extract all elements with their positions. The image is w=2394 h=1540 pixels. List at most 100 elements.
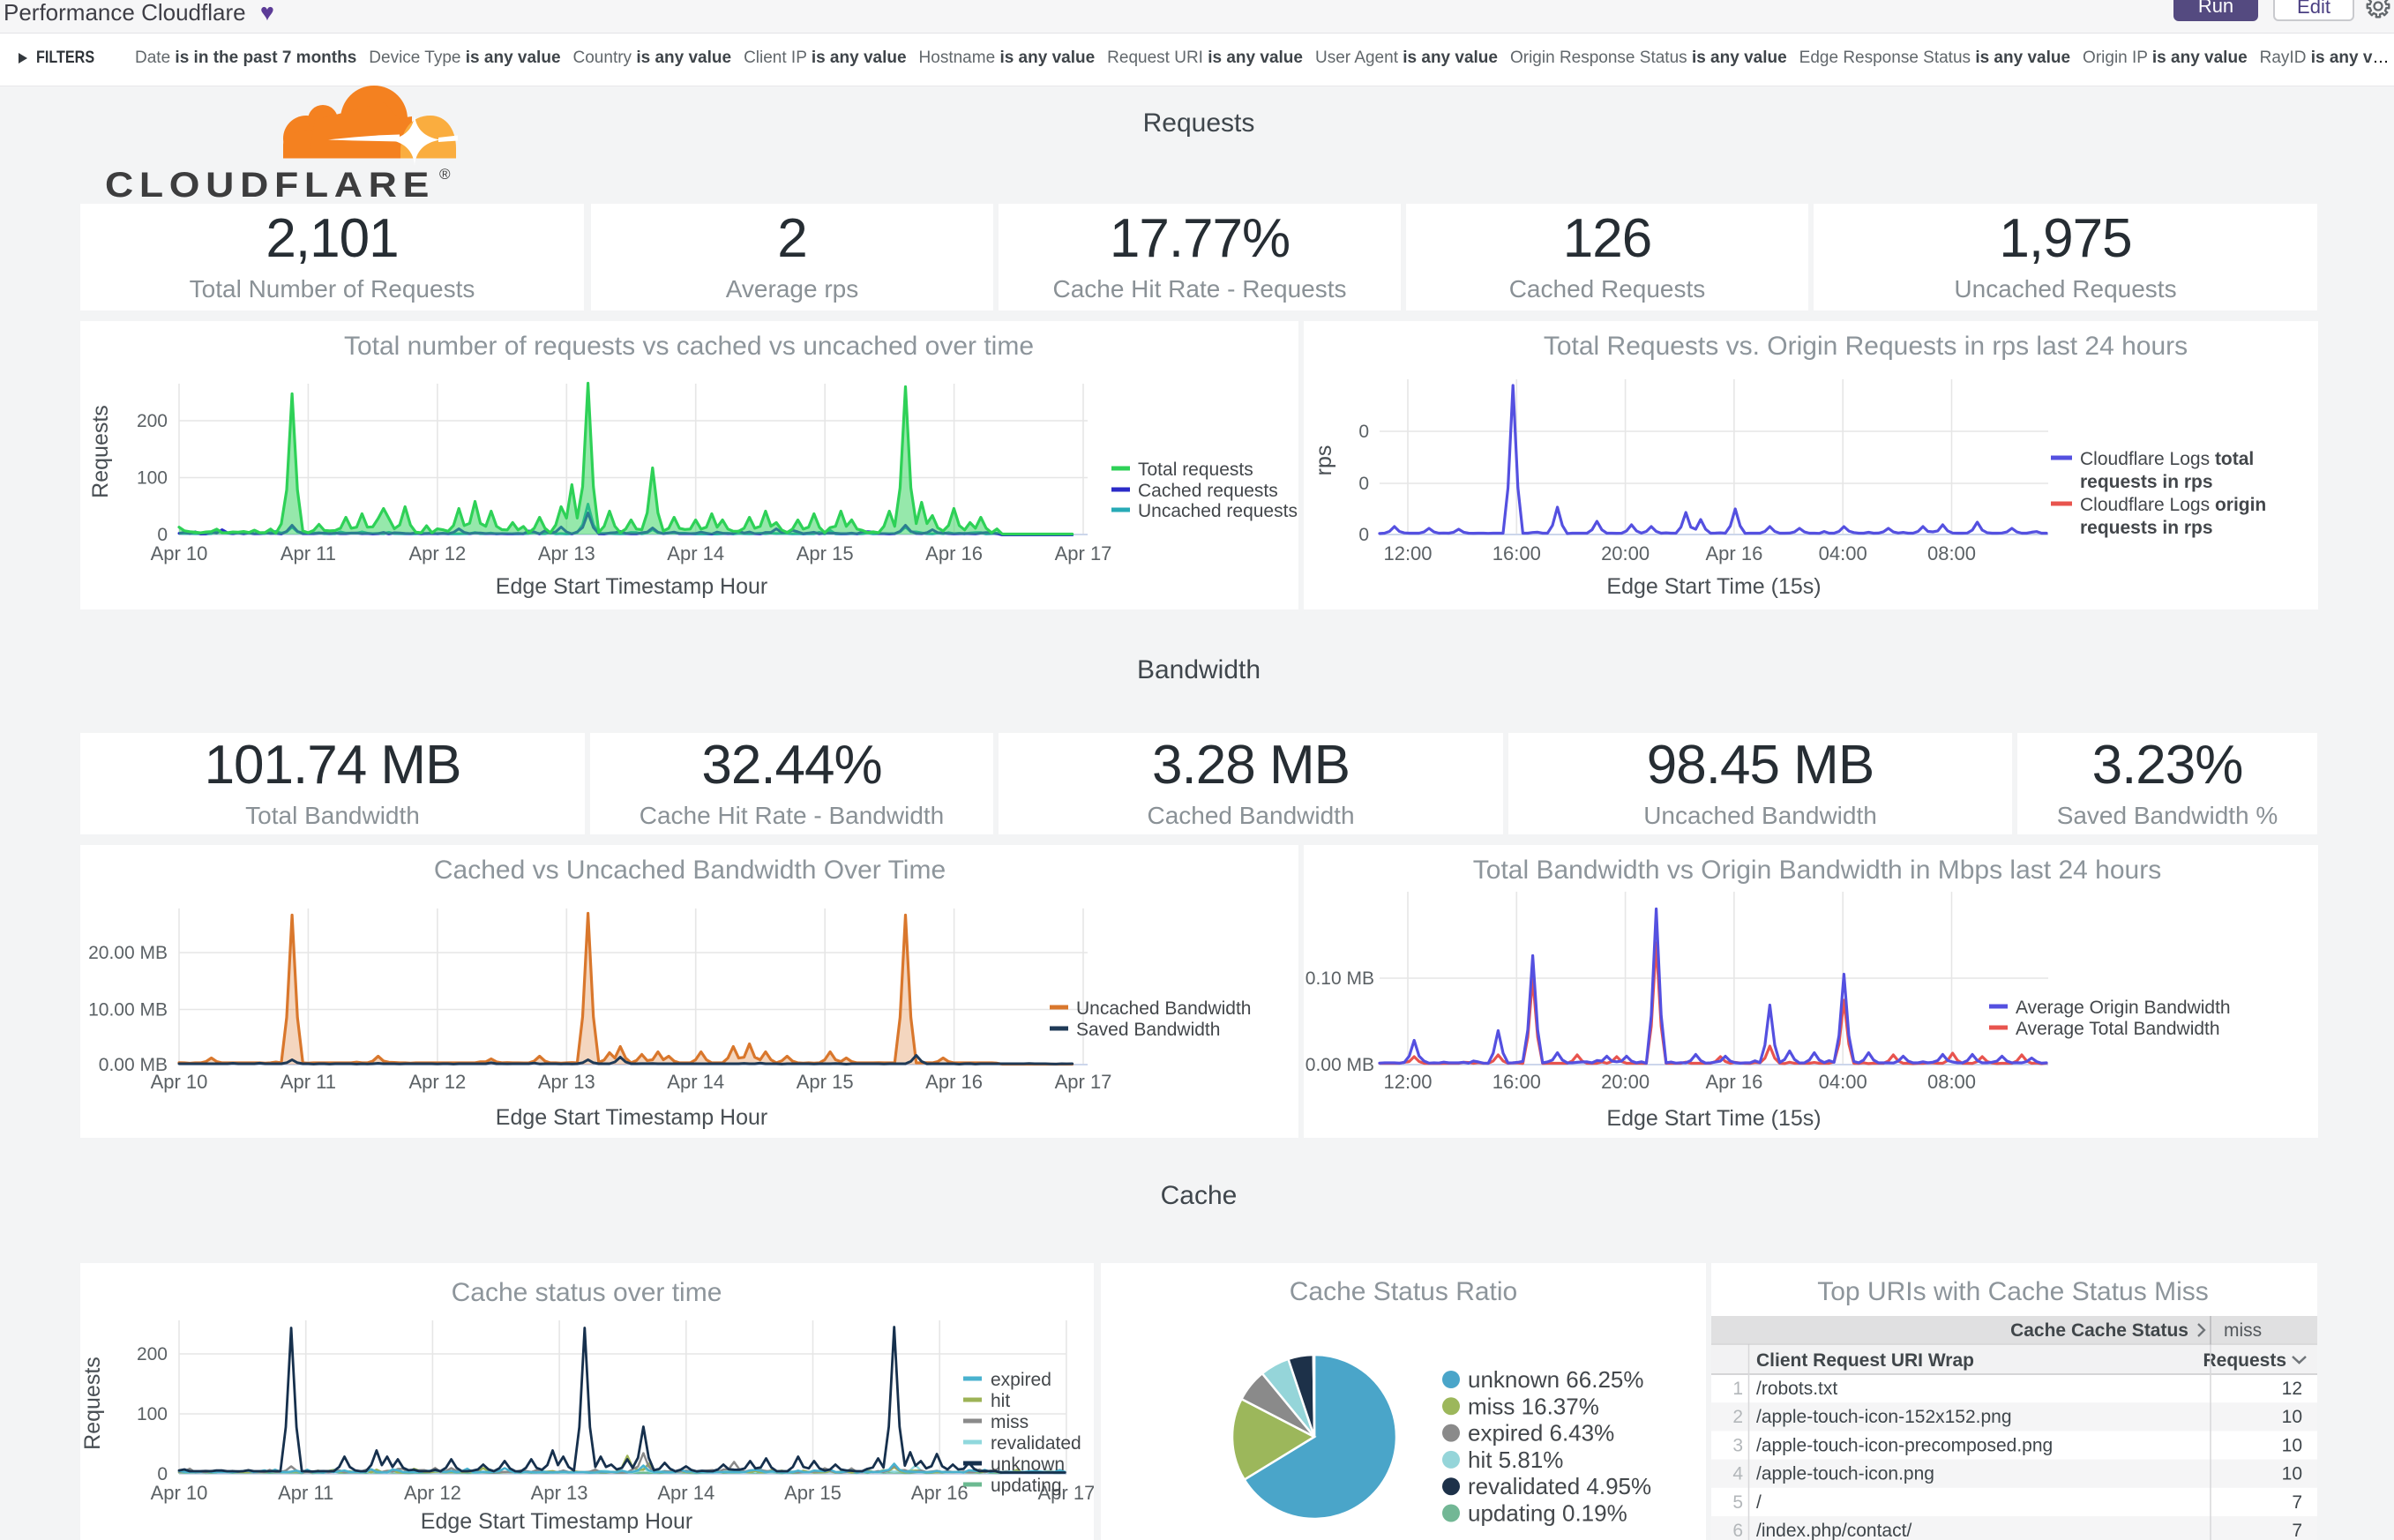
- svg-text:0: 0: [157, 525, 168, 545]
- svg-text:2: 2: [1732, 1407, 1743, 1427]
- svg-text:Edge Start Time (15s): Edge Start Time (15s): [1606, 1106, 1821, 1131]
- svg-text:requests in rps: requests in rps: [2080, 472, 2213, 492]
- svg-text:0.00 MB: 0.00 MB: [1305, 1055, 1374, 1075]
- svg-text:08:00: 08:00: [1927, 542, 1976, 564]
- svg-text:Cache status over time: Cache status over time: [452, 1278, 722, 1307]
- svg-text:7: 7: [2292, 1521, 2302, 1540]
- svg-text:Apr 17: Apr 17: [1055, 1071, 1112, 1093]
- svg-text:Apr 16: Apr 16: [1705, 542, 1762, 564]
- svg-text:Edge Start Timestamp Hour: Edge Start Timestamp Hour: [496, 574, 767, 599]
- svg-text:Apr 16: Apr 16: [925, 1071, 983, 1093]
- svg-text:Apr 10: Apr 10: [151, 1071, 208, 1093]
- svg-text:Saved Bandwidth: Saved Bandwidth: [1076, 1020, 1220, 1040]
- svg-text:0: 0: [1358, 422, 1369, 442]
- svg-text:Total Requests vs. Origin Requ: Total Requests vs. Origin Requests in rp…: [1544, 332, 2188, 361]
- svg-text:5: 5: [1732, 1492, 1743, 1513]
- svg-text:08:00: 08:00: [1927, 1071, 1976, 1093]
- svg-text:Cached requests: Cached requests: [1138, 481, 1278, 501]
- svg-text:10.00 MB: 10.00 MB: [88, 1000, 168, 1020]
- svg-text:Uncached requests: Uncached requests: [1138, 501, 1298, 521]
- svg-text:revalidated: revalidated: [991, 1433, 1081, 1454]
- svg-text:Apr 10: Apr 10: [151, 1482, 208, 1504]
- svg-text:Apr 14: Apr 14: [667, 1071, 724, 1093]
- svg-text:/apple-touch-icon-precomposed.: /apple-touch-icon-precomposed.png: [1756, 1435, 2053, 1455]
- svg-text:Apr 12: Apr 12: [408, 542, 466, 564]
- svg-text:16:00: 16:00: [1493, 1071, 1541, 1093]
- svg-text:expired: expired: [991, 1370, 1051, 1390]
- svg-text:0: 0: [1358, 525, 1369, 545]
- svg-text:Cache Cache Status: Cache Cache Status: [2010, 1320, 2188, 1341]
- svg-text:/apple-touch-icon.png: /apple-touch-icon.png: [1756, 1464, 1934, 1484]
- svg-text:10: 10: [2282, 1407, 2302, 1427]
- svg-text:04:00: 04:00: [1819, 542, 1867, 564]
- svg-text:20.00 MB: 20.00 MB: [88, 943, 168, 963]
- svg-text:miss: miss: [991, 1412, 1029, 1432]
- svg-text:6: 6: [1732, 1521, 1743, 1540]
- svg-text:Apr 15: Apr 15: [797, 1071, 854, 1093]
- svg-text:20:00: 20:00: [1601, 1071, 1650, 1093]
- svg-text:Edge Start Timestamp Hour: Edge Start Timestamp Hour: [421, 1509, 692, 1534]
- svg-text:Cache Status Ratio: Cache Status Ratio: [1290, 1277, 1517, 1306]
- svg-text:Edge Start Time (15s): Edge Start Time (15s): [1606, 574, 1821, 599]
- svg-text:12:00: 12:00: [1383, 1071, 1432, 1093]
- svg-text:Apr 16: Apr 16: [1705, 1071, 1762, 1093]
- svg-text:Cached vs Uncached Bandwidth O: Cached vs Uncached Bandwidth Over Time: [434, 856, 946, 885]
- svg-text:unknown: unknown: [991, 1454, 1065, 1475]
- svg-text:Total Bandwidth vs Origin Band: Total Bandwidth vs Origin Bandwidth in M…: [1473, 856, 2161, 885]
- svg-text:hit 5.81%: hit 5.81%: [1468, 1447, 1563, 1473]
- svg-text:200: 200: [137, 1344, 168, 1364]
- svg-text:Total requests: Total requests: [1138, 460, 1253, 480]
- svg-text:Apr 12: Apr 12: [408, 1071, 466, 1093]
- svg-text:100: 100: [137, 468, 168, 489]
- svg-text:miss 16.37%: miss 16.37%: [1468, 1393, 1599, 1419]
- svg-text:Apr 15: Apr 15: [784, 1482, 842, 1504]
- svg-text:Requests: Requests: [2203, 1350, 2286, 1371]
- svg-text:10: 10: [2282, 1464, 2302, 1484]
- svg-text:requests in rps: requests in rps: [2080, 518, 2213, 538]
- svg-text:Apr 12: Apr 12: [404, 1482, 461, 1504]
- svg-text:3: 3: [1732, 1435, 1743, 1455]
- svg-text:Cloudflare Logs origin: Cloudflare Logs origin: [2080, 495, 2266, 515]
- svg-text:CLOUDFLARE: CLOUDFLARE: [105, 166, 435, 203]
- svg-text:Edge Start Timestamp Hour: Edge Start Timestamp Hour: [496, 1105, 767, 1130]
- svg-text:4: 4: [1732, 1464, 1743, 1484]
- svg-text:Average Total Bandwidth: Average Total Bandwidth: [2016, 1019, 2220, 1039]
- svg-text:Apr 15: Apr 15: [797, 542, 854, 564]
- svg-text:Apr 11: Apr 11: [281, 542, 336, 564]
- svg-text:Requests: Requests: [88, 405, 113, 498]
- svg-text:Apr 16: Apr 16: [911, 1482, 969, 1504]
- svg-text:Apr 16: Apr 16: [925, 542, 983, 564]
- svg-text:Client Request URI Wrap: Client Request URI Wrap: [1756, 1350, 1974, 1371]
- svg-text:0.10 MB: 0.10 MB: [1305, 968, 1374, 989]
- svg-text:®: ®: [439, 166, 451, 183]
- svg-text:Uncached Bandwidth: Uncached Bandwidth: [1076, 998, 1251, 1019]
- svg-text:revalidated 4.95%: revalidated 4.95%: [1468, 1473, 1651, 1499]
- svg-text:Requests: Requests: [80, 1357, 105, 1450]
- svg-text:0: 0: [1358, 474, 1369, 494]
- svg-text:hit: hit: [991, 1391, 1010, 1411]
- svg-text:Apr 14: Apr 14: [657, 1482, 714, 1504]
- svg-text:updating 0.19%: updating 0.19%: [1468, 1500, 1627, 1527]
- svg-text:Top URIs with Cache Status Mis: Top URIs with Cache Status Miss: [1817, 1277, 2208, 1306]
- svg-text:Apr 11: Apr 11: [278, 1482, 333, 1504]
- svg-text:unknown 66.25%: unknown 66.25%: [1468, 1366, 1643, 1393]
- svg-text:100: 100: [137, 1404, 168, 1424]
- svg-text:rps: rps: [1312, 445, 1336, 476]
- svg-text:Average Origin Bandwidth: Average Origin Bandwidth: [2016, 998, 2231, 1018]
- svg-text:0.00 MB: 0.00 MB: [99, 1055, 168, 1075]
- svg-text:Apr 17: Apr 17: [1037, 1482, 1094, 1504]
- svg-text:Apr 11: Apr 11: [281, 1071, 336, 1093]
- svg-text:/robots.txt: /robots.txt: [1756, 1379, 1837, 1399]
- svg-text:Apr 17: Apr 17: [1055, 542, 1112, 564]
- svg-text:/: /: [1756, 1492, 1762, 1513]
- svg-text:miss: miss: [2224, 1320, 2262, 1341]
- svg-text:updating: updating: [991, 1476, 1062, 1496]
- svg-text:Cloudflare Logs total: Cloudflare Logs total: [2080, 449, 2254, 469]
- svg-text:10: 10: [2282, 1435, 2302, 1455]
- svg-text:Apr 13: Apr 13: [531, 1482, 588, 1504]
- svg-text:16:00: 16:00: [1493, 542, 1541, 564]
- svg-text:/index.php/contact/: /index.php/contact/: [1756, 1521, 1911, 1540]
- svg-text:/apple-touch-icon-152x152.png: /apple-touch-icon-152x152.png: [1756, 1407, 2012, 1427]
- svg-text:Apr 13: Apr 13: [538, 1071, 595, 1093]
- svg-text:04:00: 04:00: [1819, 1071, 1867, 1093]
